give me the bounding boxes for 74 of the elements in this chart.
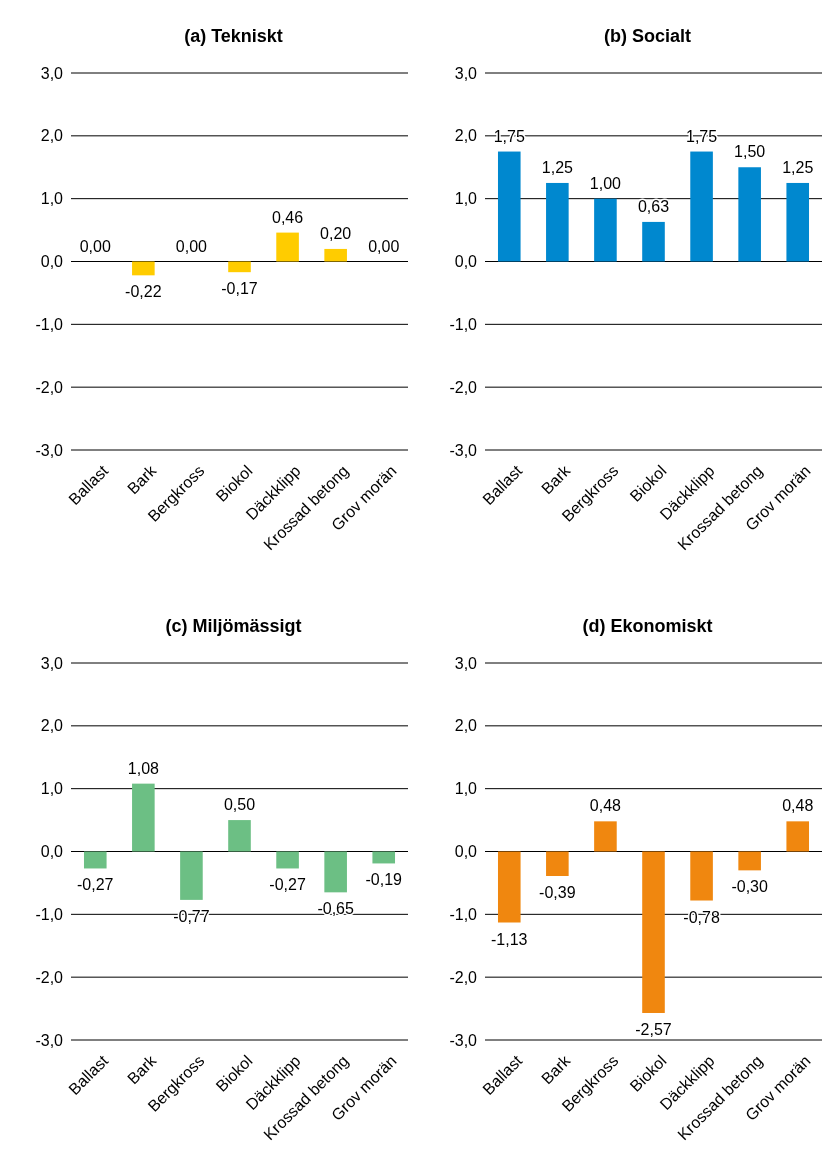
y-tick-label: 0,0 [40,253,64,271]
y-tick-label: 1,0 [40,190,64,208]
bar [180,851,203,900]
data-label: 0,46 [272,208,304,226]
bar [83,851,107,869]
data-label: -0,17 [221,280,258,298]
bar [786,182,810,262]
y-tick-label: 3,0 [454,64,478,82]
data-label: 1,00 [589,174,622,192]
bar [546,182,569,262]
bar [642,221,665,262]
bar [228,261,251,273]
y-tick-label: -2,0 [35,378,64,396]
data-label: -0,22 [125,283,162,301]
y-tick-label: 3,0 [40,654,64,672]
chart-title: (d) Ekonomiskt [582,616,713,636]
bar [738,167,761,262]
y-tick-label: -3,0 [35,1031,64,1049]
y-tick-label: 0,0 [454,843,478,861]
data-label: 1,08 [127,759,160,777]
bar [324,248,347,262]
data-label: 0,63 [637,197,670,215]
bar [497,151,521,262]
bar [594,198,617,262]
data-label: -1,13 [491,930,528,948]
data-label: 0,20 [320,224,352,242]
y-tick-label: 1,0 [454,190,478,208]
y-tick-label: 2,0 [454,717,478,735]
y-tick-label: -1,0 [35,315,64,333]
data-label: 0,00 [175,237,208,255]
data-label: -0,39 [539,884,576,902]
data-label: -0,30 [731,878,768,896]
data-label: 0,00 [79,237,111,255]
data-label: -2,57 [635,1020,672,1038]
bar [690,151,713,262]
data-label: -0,27 [269,876,306,894]
bar [276,232,299,262]
y-tick-label: -3,0 [35,441,64,459]
bar [324,851,347,893]
y-tick-label: -1,0 [35,905,64,923]
data-label: 1,25 [541,158,574,176]
bar [276,851,299,869]
data-label: -0,27 [77,876,114,894]
y-tick-label: 2,0 [40,127,64,145]
y-tick-label: -2,0 [35,968,64,986]
chart-title: (c) Miljömässigt [165,616,302,636]
y-tick-label: 1,0 [40,780,64,798]
data-label: 0,48 [589,797,622,815]
y-tick-label: 3,0 [454,654,478,672]
chart-title: (a) Tekniskt [184,26,283,46]
bar [228,820,251,852]
y-tick-label: -2,0 [449,968,478,986]
bar [132,261,155,276]
y-tick-label: 2,0 [40,717,64,735]
y-tick-label: -3,0 [449,441,478,459]
data-label: 0,48 [782,797,814,815]
y-tick-label: 2,0 [454,127,478,145]
data-label: -0,19 [365,871,403,889]
data-label: -0,65 [317,900,354,918]
y-tick-label: -1,0 [449,905,478,923]
chart-title: (b) Socialt [603,26,692,46]
y-tick-label: -1,0 [449,315,478,333]
data-label: 0,50 [223,796,256,814]
bar [132,783,155,852]
y-tick-label: -2,0 [449,378,478,396]
y-tick-label: 1,0 [454,780,478,798]
y-tick-label: 3,0 [40,64,64,82]
data-label: 1,25 [782,158,814,176]
data-label: 1,50 [734,143,766,161]
y-tick-label: 0,0 [454,253,478,271]
bar [372,851,396,864]
data-label: 0,00 [368,237,400,255]
y-tick-label: 0,0 [40,843,64,861]
y-tick-label: -3,0 [449,1031,478,1049]
